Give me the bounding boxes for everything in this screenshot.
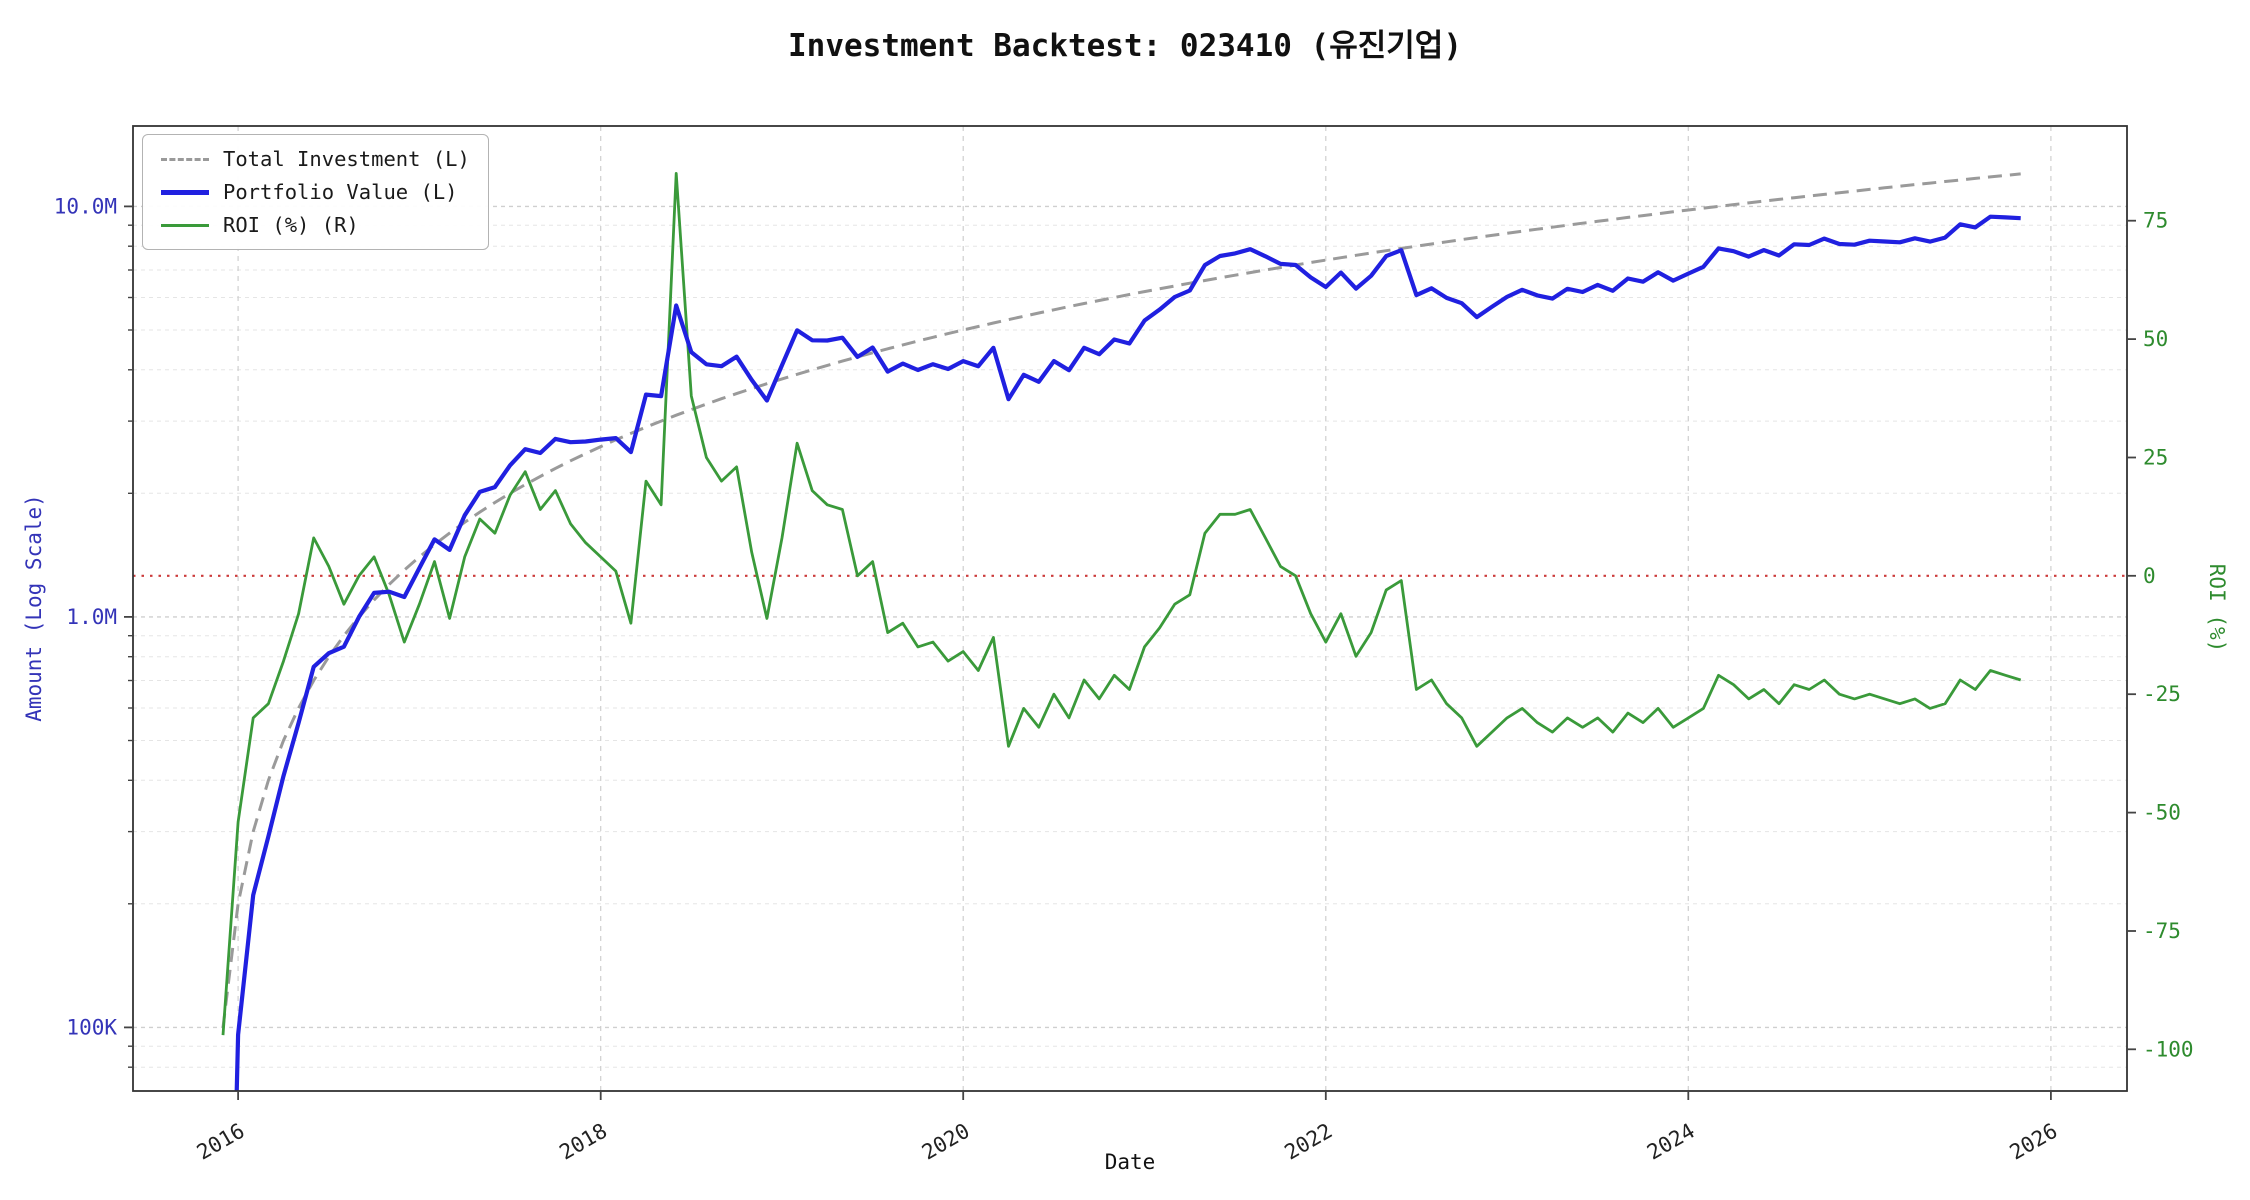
legend-label: Total Investment (L) <box>223 147 470 171</box>
portfolio-value-line-sample <box>161 189 209 195</box>
svg-text:25: 25 <box>2143 446 2168 470</box>
svg-text:100K: 100K <box>66 1015 117 1039</box>
total-investment-line <box>221 172 2021 1028</box>
legend: Total Investment (L) Portfolio Value (L)… <box>142 134 489 250</box>
svg-text:75: 75 <box>2143 209 2168 233</box>
total-investment-line-sample <box>161 157 209 161</box>
legend-label: Portfolio Value (L) <box>223 180 458 204</box>
chart-title: Investment Backtest: 023410 (유진기업) <box>788 28 1462 64</box>
svg-text:-25: -25 <box>2143 682 2181 706</box>
legend-item-total-investment: Total Investment (L) <box>161 147 470 171</box>
svg-text:-75: -75 <box>2143 919 2181 943</box>
svg-text:1.0M: 1.0M <box>66 605 117 629</box>
legend-item-portfolio-value: Portfolio Value (L) <box>161 180 470 204</box>
portfolio-value-line <box>234 214 2021 1091</box>
left-axis-label: Amount (Log Scale) <box>22 494 46 722</box>
legend-item-roi: ROI (%) (R) <box>161 213 470 237</box>
x-axis-label: Date <box>1104 1150 1156 1174</box>
plot-border <box>132 125 2128 1092</box>
roi-line-sample <box>161 223 209 227</box>
svg-text:-100: -100 <box>2143 1037 2194 1061</box>
svg-text:50: 50 <box>2143 327 2168 351</box>
roi-line <box>221 172 2022 1036</box>
svg-text:0: 0 <box>2143 564 2156 588</box>
legend-label: ROI (%) (R) <box>223 213 359 237</box>
svg-text:-50: -50 <box>2143 801 2181 825</box>
right-axis-label: ROI (%) <box>2205 563 2229 653</box>
svg-text:10.0M: 10.0M <box>54 194 117 218</box>
